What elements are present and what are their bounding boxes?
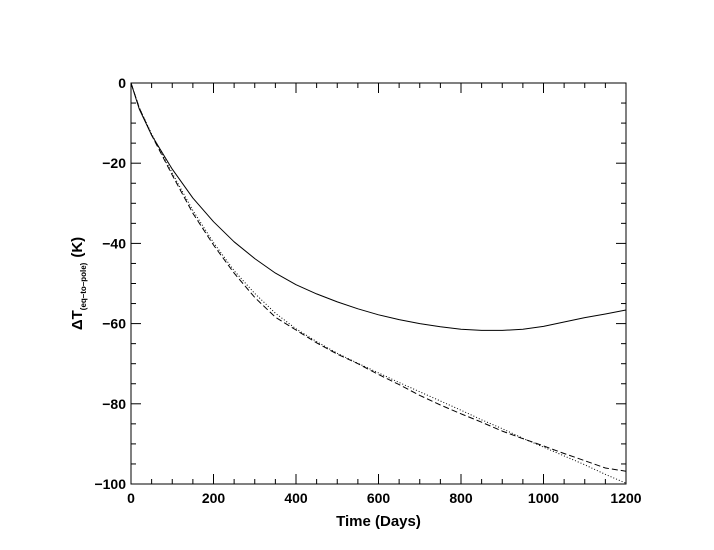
series-line-dashed: [130, 82, 627, 472]
y-axis-title-main: ΔT: [69, 310, 86, 330]
x-tick-label: 400: [284, 490, 308, 506]
tick-labels: 0 200 400 600 800 1000 1200 0 −20 −40 −60 −80 −100: [94, 75, 641, 506]
x-tick-label: 600: [367, 490, 391, 506]
x-tick-label: 200: [202, 490, 226, 506]
x-axis-title: Time (Days): [336, 513, 421, 530]
y-tick-label: −60: [102, 316, 126, 332]
series-line-dotted: [130, 82, 627, 484]
y-tick-label: −80: [102, 396, 126, 412]
y-tick-label: 0: [118, 75, 126, 91]
series-line-solid: [130, 82, 627, 331]
x-tick-label: 800: [449, 490, 473, 506]
x-tick-label: 1200: [610, 490, 641, 506]
y-tick-label: −40: [102, 235, 126, 251]
series-group: [130, 82, 627, 484]
y-tick-label: −20: [102, 155, 126, 171]
x-tick-label: 0: [127, 490, 135, 506]
y-axis-title: ΔT(eq–to–pole) (K): [69, 237, 88, 330]
x-tick-label: 1000: [528, 490, 559, 506]
axis-ticks: [130, 82, 627, 485]
y-axis-title-unit: (K): [69, 237, 86, 258]
y-axis-title-subscript: (eq–to–pole): [79, 262, 88, 310]
y-tick-label: −100: [94, 476, 126, 492]
plot-frame: [130, 82, 627, 485]
